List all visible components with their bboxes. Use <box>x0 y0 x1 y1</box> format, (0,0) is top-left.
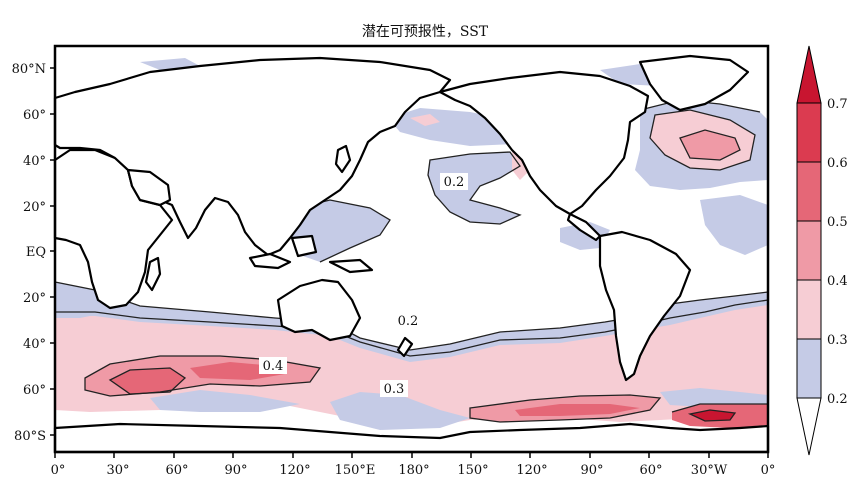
land-madagascar <box>144 256 162 292</box>
contour-06-weddell <box>687 409 737 422</box>
lon-label-30w: 30°W <box>691 463 728 478</box>
contour-04-s-indian <box>84 355 322 397</box>
colorbar-segment-05-06 <box>796 161 822 222</box>
land-south-america <box>598 230 692 382</box>
land-masses <box>53 54 770 454</box>
lon-label-150w: 150° <box>457 463 488 478</box>
contour-label-s-pacific: 0.2 <box>398 314 419 329</box>
colorbar-tick-05: 0.5 <box>827 215 848 230</box>
lat-label-80s: 80°S <box>14 429 46 444</box>
colorbar-segment-03-04 <box>796 279 822 340</box>
colorbar-tick-04: 0.4 <box>827 274 848 289</box>
colorbar-segment-07-up <box>796 45 822 104</box>
contour-04-n-atlantic <box>679 129 741 161</box>
lon-label-0-end: 0° <box>761 463 776 478</box>
blue-patch-ross-sea <box>330 392 470 430</box>
contour-lines <box>54 99 769 423</box>
colorbar-tick-06: 0.6 <box>827 156 848 171</box>
contour-label-bg <box>440 173 468 190</box>
blue-region-tropical-atlantic <box>700 195 768 255</box>
lon-label-60w: 60° <box>639 463 662 478</box>
contour-label-bg <box>259 357 287 374</box>
land-antarctica <box>53 422 770 454</box>
land-north-america <box>438 70 650 216</box>
land-central-america <box>566 212 602 242</box>
colorbar-tick-07: 0.7 <box>827 97 848 112</box>
red-core-s-indian <box>110 368 185 394</box>
contour-label-ross: 0.3 <box>384 382 405 397</box>
land-japan <box>334 144 352 174</box>
colorbar-tick-02: 0.2 <box>827 392 848 407</box>
blue-patch-e-pacific <box>560 222 610 250</box>
lon-label-90e: 90° <box>224 463 247 478</box>
map-title: 潜在可预报性，SST <box>362 24 489 40</box>
colorbar-segment-06-07 <box>796 102 822 163</box>
red-region-n-atlantic <box>680 130 740 160</box>
contour-05-weddell <box>671 403 768 413</box>
lat-label-eq: EQ <box>26 245 46 260</box>
lon-label-120w: 120° <box>516 463 547 478</box>
lon-label-180: 180° <box>398 463 429 478</box>
contour-03-n-atlantic <box>649 109 756 171</box>
land-new-guinea <box>328 258 374 274</box>
lon-label-60e: 60° <box>165 463 188 478</box>
land-arabia <box>126 168 172 207</box>
contour-label-s-indian: 0.4 <box>263 359 284 374</box>
contour-02-w-pacific <box>289 199 391 263</box>
contour-03-south <box>55 299 769 357</box>
colorbar-tick-03: 0.3 <box>827 333 848 348</box>
contour-label-n-pacific: 0.2 <box>444 175 465 190</box>
lon-label-0: 0° <box>51 463 66 478</box>
lon-label-150e: 150°E <box>335 463 376 478</box>
lat-label-60s: 60° <box>23 383 46 398</box>
colorbar-segment-below-02 <box>796 397 822 456</box>
contour-label-bg <box>380 380 408 397</box>
lat-label-80n: 80°N <box>12 62 46 77</box>
lon-label-90w: 90° <box>580 463 603 478</box>
lon-label-30e: 30° <box>106 463 129 478</box>
land-australia <box>276 278 362 342</box>
lat-label-20n: 20° <box>23 200 46 215</box>
pink-patch-bering <box>410 114 440 126</box>
contour-05-s-indian <box>108 367 187 395</box>
blue-patch-antarctic-indian <box>150 390 300 412</box>
lon-axis: 0° 30° 60° 90° 120° 150°E 180° 150° 120°… <box>51 452 776 478</box>
land-sumatra-java <box>248 252 292 270</box>
blue-patch-north-pacific <box>428 152 520 224</box>
contour-02-south <box>54 281 769 351</box>
red-core-weddell <box>690 410 735 421</box>
colorbar: 0.7 0.6 0.5 0.4 0.3 0.2 <box>796 45 848 456</box>
red-core-s-pacific <box>515 404 640 416</box>
lat-label-40n: 40° <box>23 154 46 169</box>
colorbar-segment-04-05 <box>796 220 822 281</box>
contour-label-bg <box>394 312 422 329</box>
land-new-zealand <box>396 336 414 358</box>
land-borneo <box>290 234 318 258</box>
lat-label-20s: 20° <box>23 291 46 306</box>
lat-axis: 80°N 60° 40° 20° EQ 20° 40° 60° 80°S <box>12 62 55 444</box>
contour-labels: 0.2 0.2 0.4 0.3 <box>259 173 468 397</box>
colorbar-segment-02-03 <box>796 338 822 399</box>
land-greenland <box>638 54 750 112</box>
blue-patch-weddell <box>660 388 768 408</box>
lat-label-40s: 40° <box>23 337 46 352</box>
blue-patch-sw-indian <box>55 300 110 318</box>
contour-04-s-pacific <box>469 394 662 423</box>
contour-02-n-pacific <box>427 151 522 225</box>
lat-label-60n: 60° <box>23 108 46 123</box>
lon-label-120e: 120° <box>279 463 310 478</box>
